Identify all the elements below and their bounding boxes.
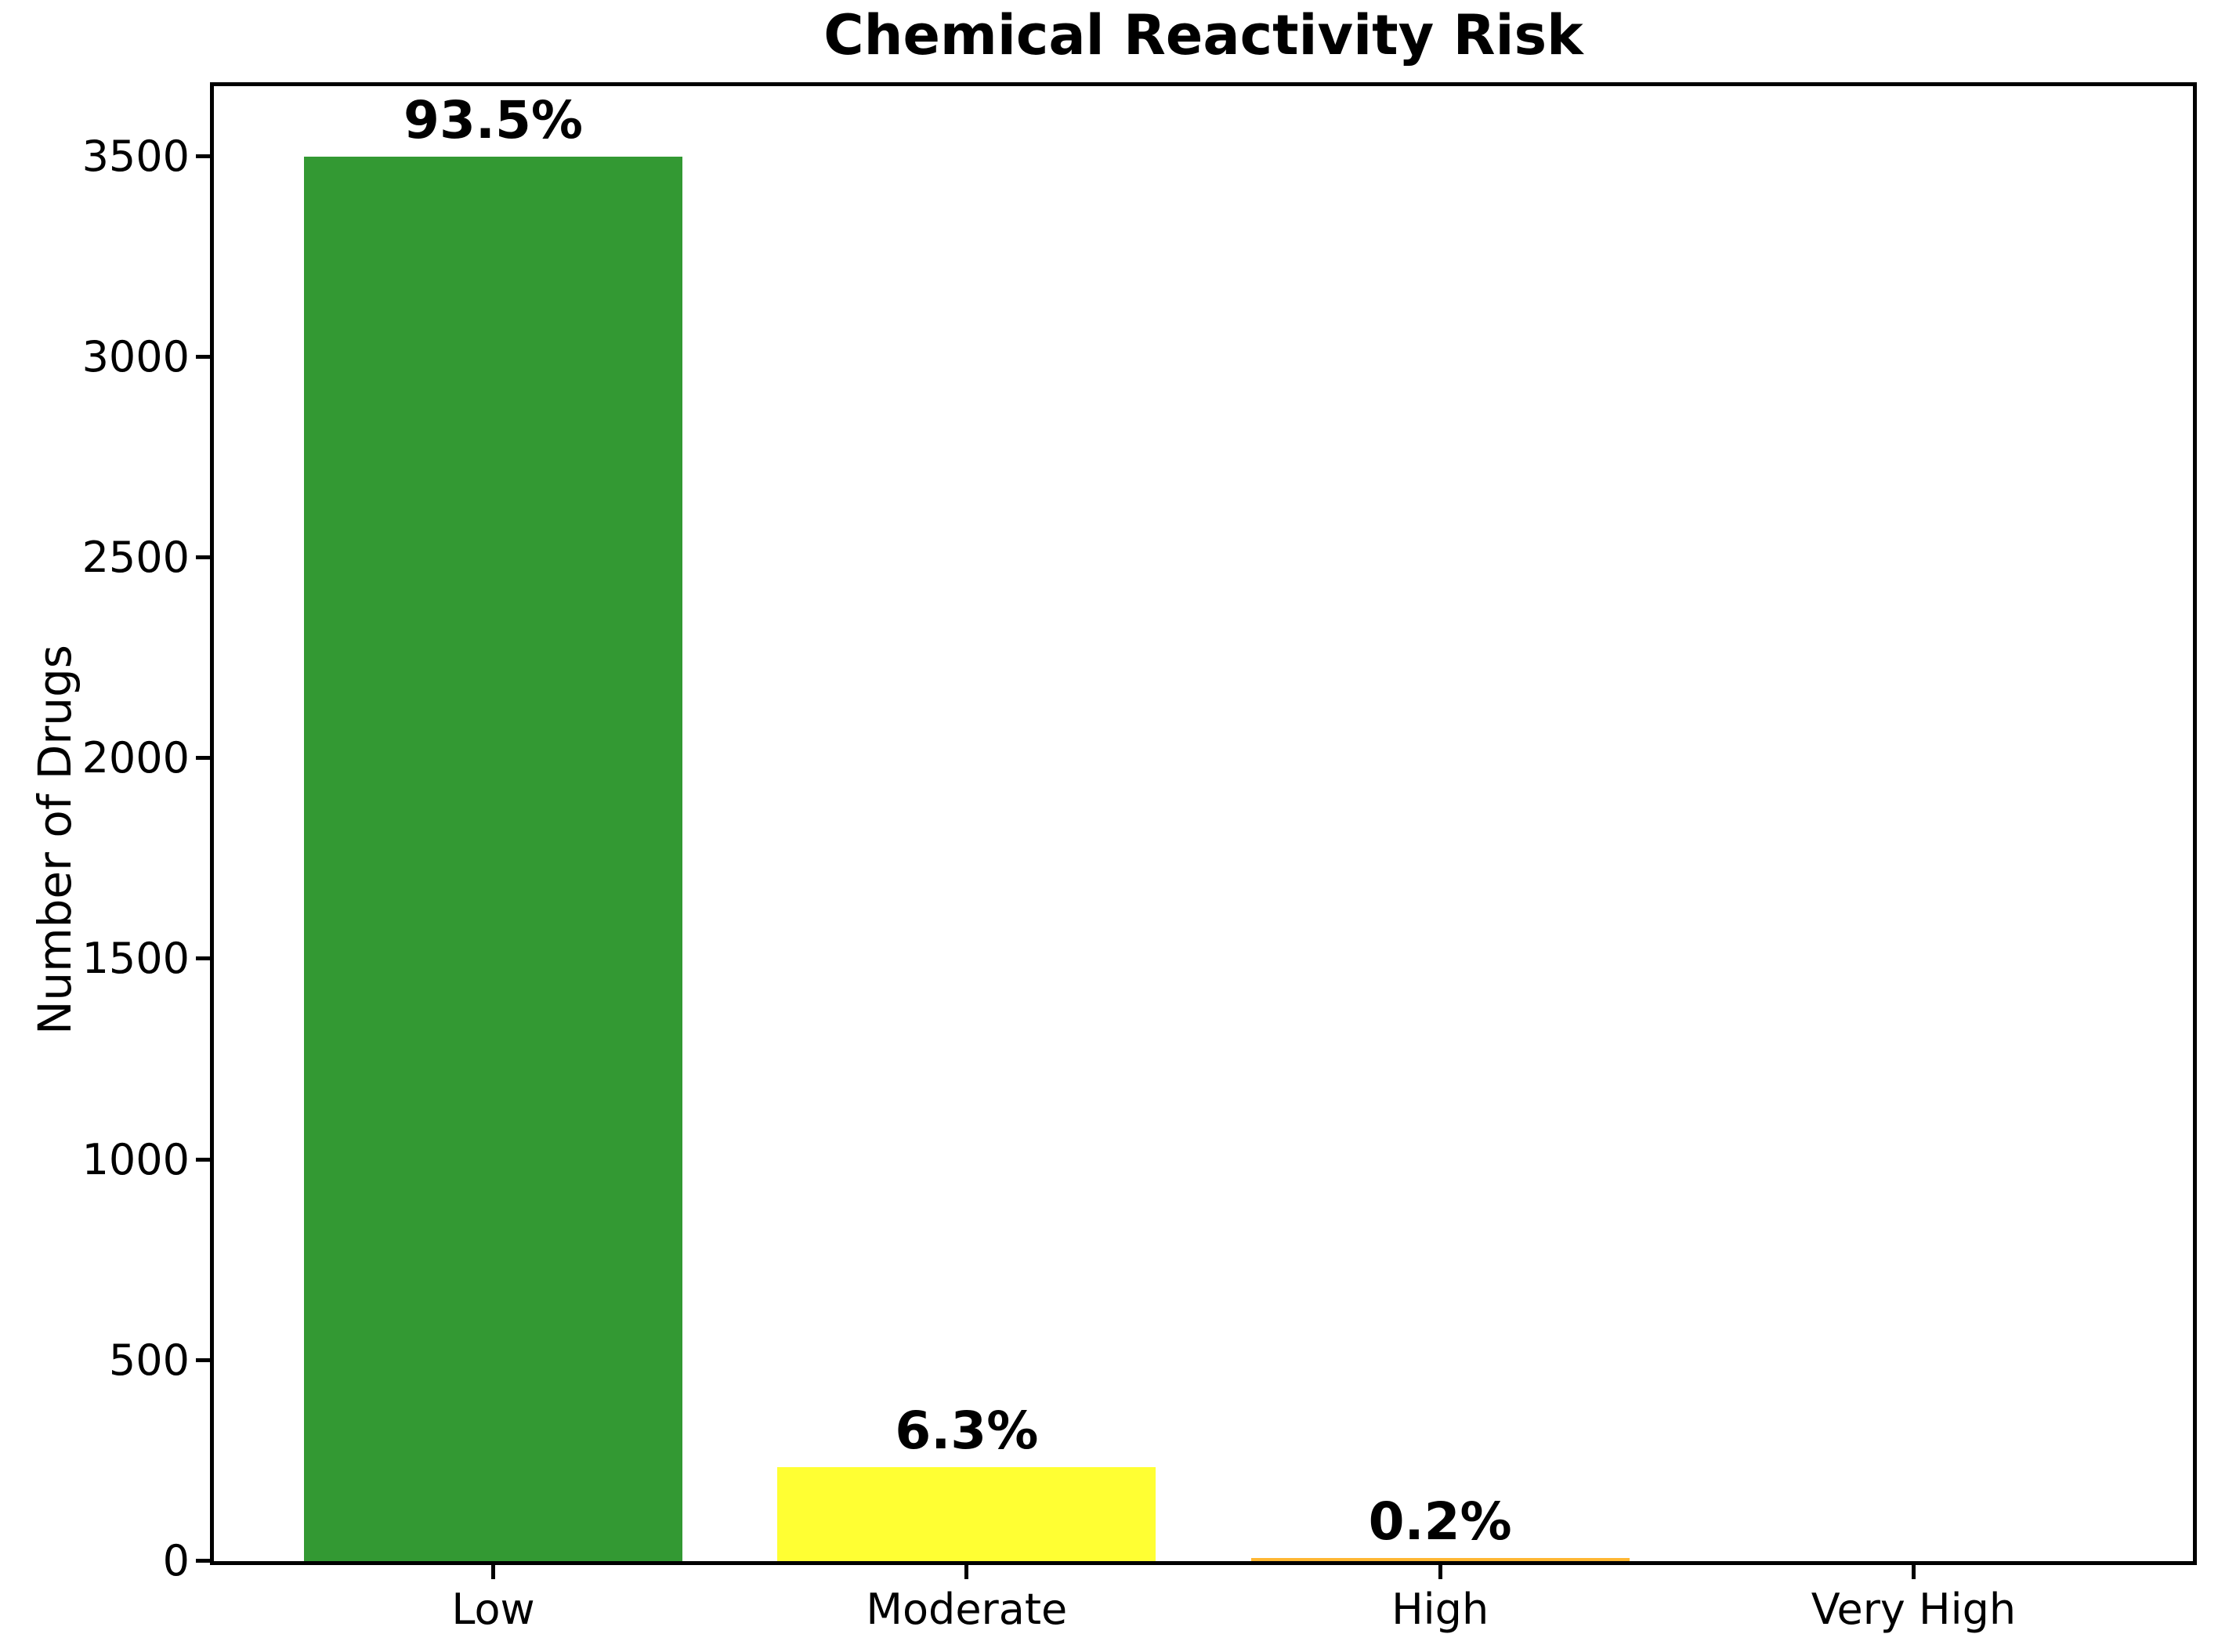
x-tick-label-moderate: Moderate xyxy=(866,1585,1068,1634)
y-tick-label-1000: 1000 xyxy=(81,1134,190,1184)
y-tick-mark-3500 xyxy=(196,154,210,158)
y-tick-label-3000: 3000 xyxy=(81,331,190,381)
bar-label-high: 0.2% xyxy=(1368,1491,1512,1552)
y-tick-label-0: 0 xyxy=(162,1536,190,1585)
x-tick-label-very-high: Very High xyxy=(1811,1585,2017,1634)
plot-inner xyxy=(214,86,2193,1561)
bar-label-moderate: 6.3% xyxy=(895,1400,1039,1461)
y-tick-mark-500 xyxy=(196,1357,210,1362)
y-tick-label-2000: 2000 xyxy=(81,733,190,783)
x-tick-label-high: High xyxy=(1391,1585,1489,1634)
bar-high xyxy=(1251,1558,1630,1561)
x-tick-mark-low xyxy=(491,1565,496,1579)
y-tick-label-500: 500 xyxy=(108,1335,190,1385)
x-tick-mark-high xyxy=(1438,1565,1442,1579)
x-tick-mark-moderate xyxy=(964,1565,969,1579)
y-tick-mark-2000 xyxy=(196,756,210,761)
bar-low xyxy=(304,157,682,1561)
y-tick-mark-1500 xyxy=(196,956,210,961)
y-axis-label: Number of Drugs xyxy=(28,644,81,1036)
y-tick-label-1500: 1500 xyxy=(81,934,190,984)
y-tick-label-3500: 3500 xyxy=(81,131,190,181)
chart-title: Chemical Reactivity Risk xyxy=(823,3,1583,67)
y-tick-mark-2500 xyxy=(196,555,210,560)
y-tick-mark-1000 xyxy=(196,1157,210,1162)
bar-moderate xyxy=(777,1467,1156,1561)
y-tick-label-2500: 2500 xyxy=(81,533,190,583)
x-tick-mark-very-high xyxy=(1911,1565,1916,1579)
x-tick-label-low: Low xyxy=(451,1585,535,1634)
bar-label-low: 93.5% xyxy=(403,89,584,150)
y-tick-mark-0 xyxy=(196,1559,210,1563)
y-tick-mark-3000 xyxy=(196,354,210,359)
